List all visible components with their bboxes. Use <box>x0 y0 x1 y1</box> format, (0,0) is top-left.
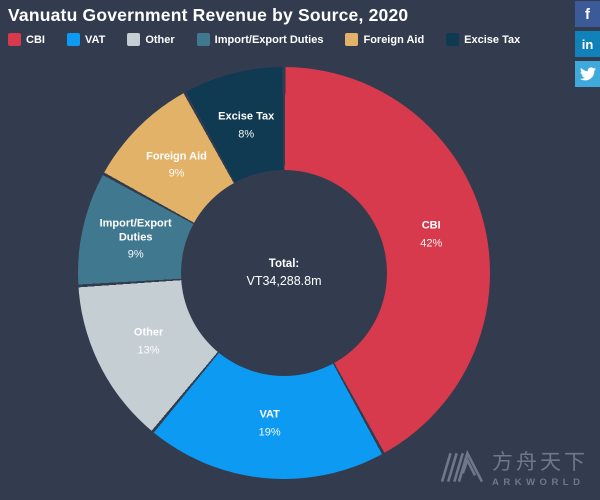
total-value: VT34,288.8m <box>246 274 322 288</box>
legend-label: Foreign Aid <box>363 33 425 46</box>
total-label: Total: <box>268 258 300 270</box>
legend-label: Excise Tax <box>464 33 521 46</box>
linkedin-button[interactable]: in <box>575 31 600 57</box>
legend-item-other[interactable]: Other <box>127 33 175 46</box>
legend-item-import-export-duties[interactable]: Import/Export Duties <box>196 33 324 46</box>
legend-swatch <box>66 33 80 46</box>
donut-hole: Total: VT34,288.8m <box>181 170 387 376</box>
twitter-button[interactable] <box>575 61 600 87</box>
legend-item-cbi[interactable]: CBI <box>8 33 45 46</box>
watermark-text: 方舟天下 ARKWORLD <box>492 451 588 487</box>
legend-swatch <box>345 33 359 46</box>
linkedin-icon: in <box>581 36 594 52</box>
legend-item-excise-tax[interactable]: Excise Tax <box>446 33 520 46</box>
donut-chart: Total: VT34,288.8m CBI 42% VAT 19% Other 13% I… <box>78 67 490 479</box>
donut-center-label: Total: VT34,288.8m <box>246 258 321 288</box>
social-share-bar: f in <box>575 1 600 87</box>
legend-swatch <box>196 33 210 46</box>
facebook-button[interactable]: f <box>575 1 600 27</box>
watermark-latin: ARKWORLD <box>492 476 585 488</box>
legend: CBI VAT Other Import/Export Duties Foreign A… <box>8 33 560 46</box>
facebook-icon: f <box>585 5 590 23</box>
legend-label: CBI <box>26 33 45 46</box>
legend-label: VAT <box>84 33 106 46</box>
legend-label: Other <box>145 33 175 46</box>
legend-swatch <box>446 33 460 46</box>
legend-swatch <box>8 33 21 46</box>
arkworld-logo-icon <box>439 449 485 490</box>
legend-item-foreign-aid[interactable]: Foreign Aid <box>345 33 424 46</box>
watermark-cjk: 方舟天下 <box>492 451 588 475</box>
chart-title: Vanuatu Government Revenue by Source, 20… <box>8 5 409 25</box>
legend-item-vat[interactable]: VAT <box>66 33 106 46</box>
legend-swatch <box>127 33 141 46</box>
watermark: 方舟天下 ARKWORLD <box>439 449 588 490</box>
twitter-bird-icon <box>579 67 596 81</box>
legend-label: Import/Export Duties <box>214 33 324 46</box>
